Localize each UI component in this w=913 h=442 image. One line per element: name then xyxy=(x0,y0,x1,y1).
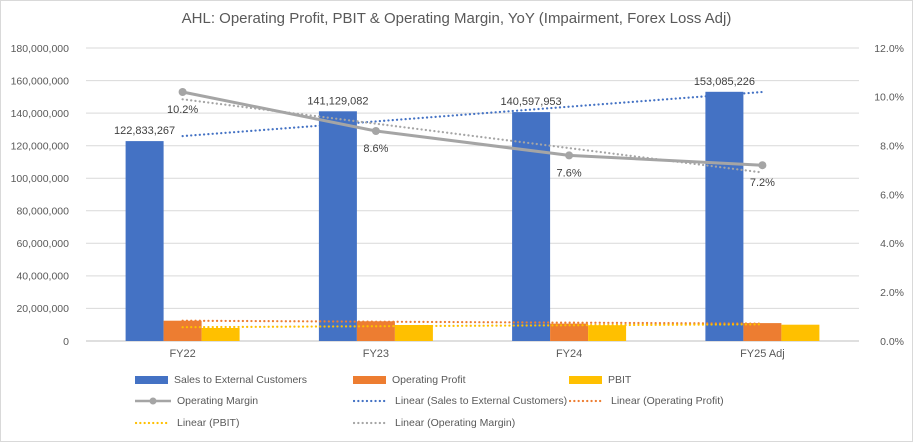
margin-label: 7.6% xyxy=(557,167,582,179)
left-axis-tick: 120,000,000 xyxy=(11,141,70,153)
marker-operating-margin-fy25-adj xyxy=(758,161,767,170)
margin-label: 7.2% xyxy=(750,177,775,189)
right-axis-tick: 6.0% xyxy=(880,189,904,201)
bar-pbit-fy24 xyxy=(588,325,627,341)
left-axis-tick: 180,000,000 xyxy=(11,43,70,55)
marker-operating-margin-fy22 xyxy=(178,88,187,96)
marker-operating-margin-fy23 xyxy=(371,127,380,135)
bar-operating-profit-fy24 xyxy=(550,323,589,341)
margin-label: 10.2% xyxy=(167,104,198,116)
left-axis-tick: 20,000,000 xyxy=(16,303,69,315)
right-axis-tick: 2.0% xyxy=(880,287,904,299)
marker-operating-margin-fy24 xyxy=(565,151,574,160)
bar-value-label: 153,085,226 xyxy=(694,76,755,88)
trendline-linear-sales-to-external-customers xyxy=(181,90,764,138)
category-label-fy22: FY22 xyxy=(169,348,195,360)
right-axis-tick: 8.0% xyxy=(880,141,904,153)
category-label-fy24: FY24 xyxy=(556,348,582,360)
margin-label: 8.6% xyxy=(363,143,388,155)
bar-value-label: 141,129,082 xyxy=(307,95,368,107)
left-axis-tick: 140,000,000 xyxy=(11,108,70,120)
right-axis-tick: 10.0% xyxy=(874,92,904,104)
category-label-fy23: FY23 xyxy=(363,348,389,360)
left-axis-tick: 40,000,000 xyxy=(16,271,69,283)
right-axis-tick: 4.0% xyxy=(880,238,904,250)
left-axis-tick: 100,000,000 xyxy=(11,173,70,185)
bar-pbit-fy25-adj xyxy=(781,324,820,341)
category-label-fy25-adj: FY25 Adj xyxy=(740,348,785,360)
line-operating-margin xyxy=(182,90,763,167)
left-axis-tick: 160,000,000 xyxy=(11,75,70,87)
right-axis-tick: 0.0% xyxy=(880,336,904,348)
bar-sales-to-external-customers-fy22 xyxy=(125,141,164,341)
bar-sales-to-external-customers-fy24 xyxy=(512,112,551,341)
bar-sales-to-external-customers-fy23 xyxy=(318,111,357,341)
trendline-linear-pbit xyxy=(181,323,764,329)
left-axis-tick: 0 xyxy=(63,336,69,348)
right-axis-tick: 12.0% xyxy=(874,43,904,55)
left-axis-tick: 60,000,000 xyxy=(16,238,69,250)
trendline-linear-operating-profit xyxy=(181,319,764,325)
bar-operating-profit-fy23 xyxy=(356,321,395,341)
bar-operating-profit-fy25-adj xyxy=(743,323,782,341)
bar-value-label: 140,597,953 xyxy=(501,96,562,108)
bar-pbit-fy22 xyxy=(201,328,240,341)
bar-sales-to-external-customers-fy25-adj xyxy=(705,91,744,341)
bar-value-label: 122,833,267 xyxy=(114,125,175,137)
bar-pbit-fy23 xyxy=(394,325,433,341)
bar-operating-profit-fy22 xyxy=(163,320,202,341)
left-axis-tick: 80,000,000 xyxy=(16,206,69,218)
